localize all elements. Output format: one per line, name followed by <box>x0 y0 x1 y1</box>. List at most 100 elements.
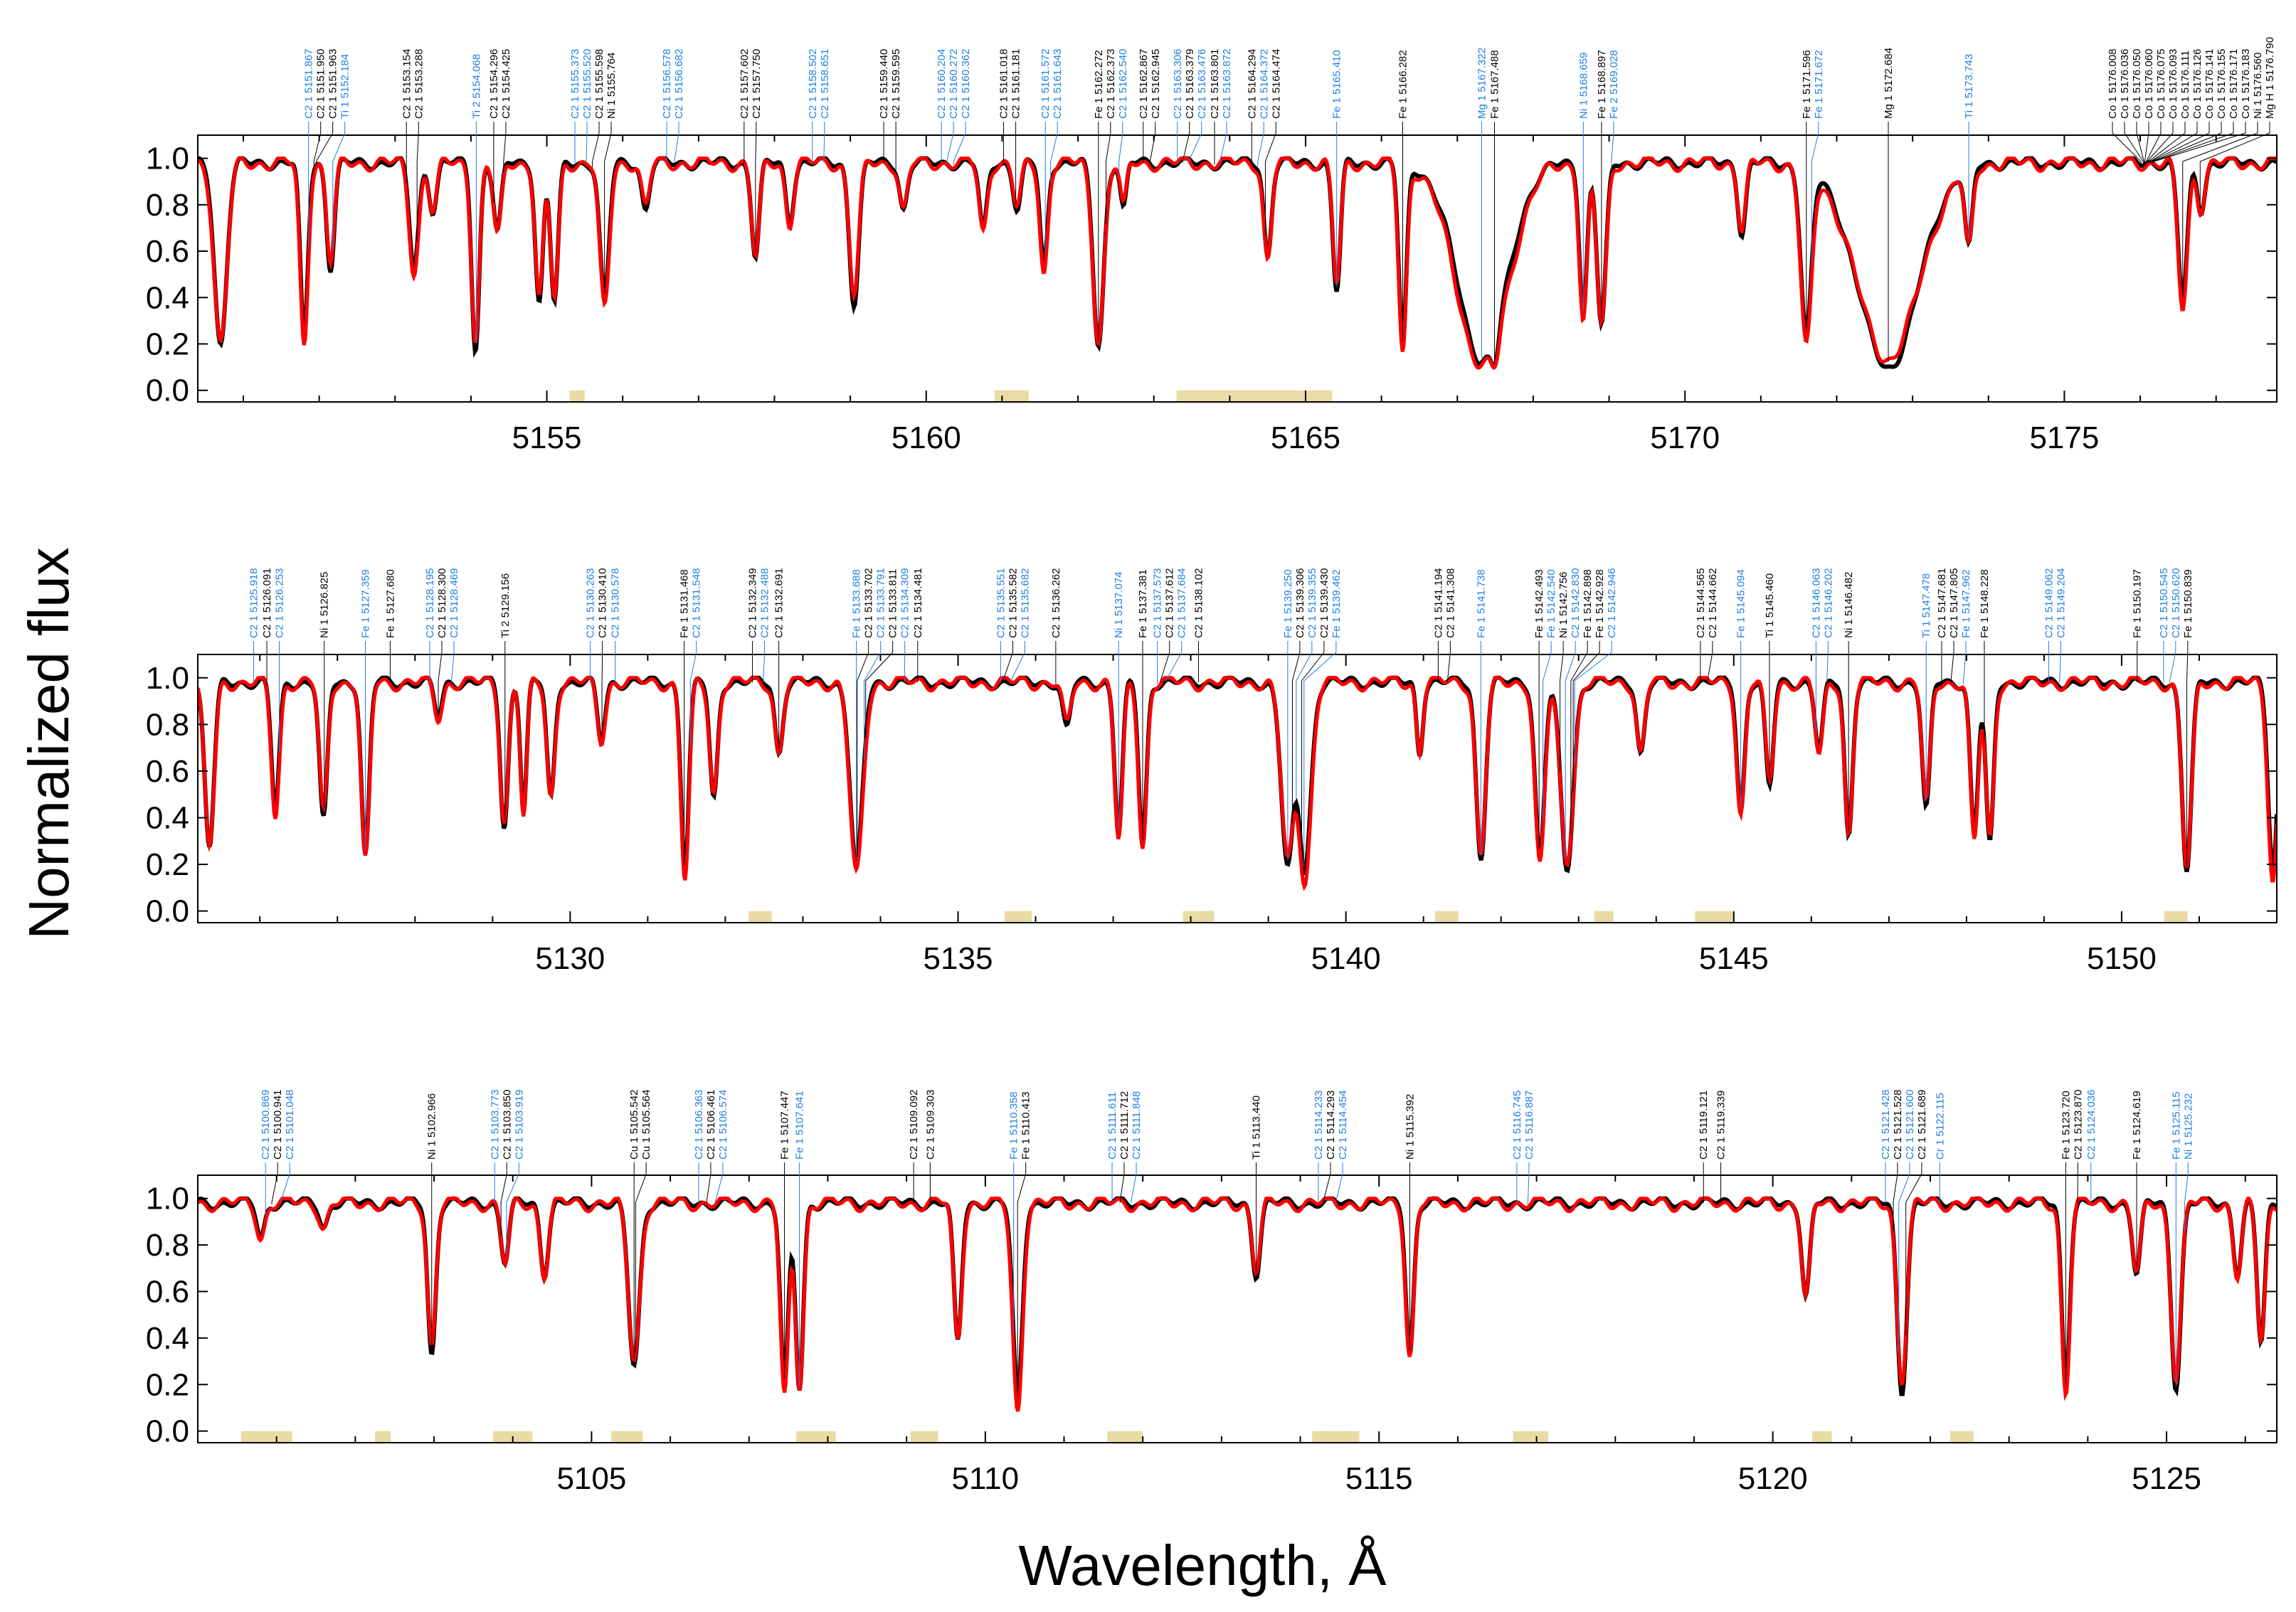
series-line-model <box>198 157 2277 370</box>
y-tick-label: 0.2 <box>146 1367 189 1402</box>
y-tick-label: 0.0 <box>146 1414 189 1449</box>
line-id-connector <box>1963 641 1967 684</box>
line-id-label: Co 1 5176.155 <box>2216 49 2228 119</box>
y-tick-label: 1.0 <box>146 1182 189 1216</box>
line-id-connector <box>864 641 882 761</box>
line-id-label: C2 1 5155.598 <box>593 49 605 119</box>
line-id-label: C2 1 5147.681 <box>1936 568 1948 638</box>
line-id-label: C2 1 5106.461 <box>705 1090 717 1160</box>
line-id-label: Ni 1 5126.825 <box>319 572 331 638</box>
line-id-connector <box>946 122 954 164</box>
line-id-label: C2 1 5101.048 <box>284 1090 296 1160</box>
line-id-label: C2 1 5130.410 <box>597 568 609 638</box>
line-id-label: Fe 1 5133.688 <box>851 569 863 638</box>
masked-region <box>1004 911 1032 923</box>
line-id-connector <box>592 122 600 168</box>
line-id-connector <box>601 641 603 737</box>
line-id-label: Ti 1 5147.478 <box>1920 573 1932 638</box>
line-id-label: Co 1 5176.075 <box>2155 49 2167 119</box>
x-tick-label: 5130 <box>535 941 605 976</box>
x-tick-label: 5175 <box>2029 420 2099 455</box>
line-id-label: C2 1 5109.092 <box>908 1090 920 1160</box>
line-id-label: C2 1 5163.476 <box>1196 49 1208 119</box>
line-id-connector <box>1905 1162 1922 1336</box>
line-id-label: Co 1 5176.183 <box>2240 49 2252 119</box>
y-tick-label: 0.4 <box>146 800 189 835</box>
line-id-label: C2 1 5126.091 <box>261 568 273 638</box>
line-id-label: Fe 1 5127.680 <box>384 569 396 638</box>
line-id-connector <box>2149 122 2198 164</box>
line-id-connector <box>1160 641 1170 683</box>
line-id-label: Fe 1 5171.672 <box>1813 50 1825 119</box>
line-id-label: Co 1 5176.008 <box>2107 49 2119 119</box>
line-id-label: C2 1 5136.262 <box>1050 568 1062 638</box>
line-id-label: C2 1 5119.339 <box>1715 1091 1728 1160</box>
line-id-label: Fe 1 5125.115 <box>2170 1091 2182 1160</box>
line-id-label: C2 1 5151.867 <box>303 49 315 119</box>
x-tick-label: 5160 <box>892 420 961 455</box>
line-id-label: C2 1 5123.870 <box>2072 1090 2084 1160</box>
line-id-connector <box>1303 641 1337 867</box>
line-id-label: C2 1 5161.181 <box>1010 49 1022 119</box>
line-id-label: C2 1 5132.349 <box>747 568 759 638</box>
line-id-connector <box>1219 122 1227 164</box>
line-id-label: C2 1 5141.308 <box>1444 568 1456 638</box>
masked-region <box>1811 1431 1832 1443</box>
line-id-connector <box>1165 641 1183 683</box>
line-id-label: C2 1 5142.946 <box>1606 568 1618 638</box>
line-id-label: Fe 1 5167.488 <box>1489 50 1501 119</box>
line-id-label: Co 1 5176.111 <box>2179 51 2191 119</box>
line-id-label: C2 1 5154.296 <box>488 49 500 119</box>
line-id-label: Fe 1 5142.493 <box>1533 569 1545 638</box>
line-id-connector <box>1560 641 1564 772</box>
line-id-label: C2 1 5135.582 <box>1007 568 1019 638</box>
line-id-connector <box>1565 641 1576 859</box>
line-id-label: C2 1 5150.620 <box>2170 568 2182 638</box>
line-id-label: Fe 2 5169.028 <box>1608 50 1620 119</box>
line-id-label: Co 1 5176.126 <box>2191 49 2204 119</box>
line-id-connector <box>1131 1162 1137 1204</box>
line-id-label: C2 1 5142.830 <box>1570 568 1582 638</box>
line-id-label: Co 1 5176.050 <box>2131 49 2143 119</box>
masked-region <box>1107 1431 1143 1443</box>
line-id-label: Fe 1 5150.197 <box>2132 569 2144 638</box>
line-id-connector <box>2186 641 2189 867</box>
line-id-label: Fe 1 5110.358 <box>1008 1091 1020 1160</box>
line-id-connector <box>2152 122 2222 164</box>
masked-region <box>1312 1431 1360 1443</box>
line-id-label: Fe 1 5137.381 <box>1137 569 1149 638</box>
line-id-label: C2 1 5160.362 <box>960 49 972 119</box>
x-tick-label: 5120 <box>1738 1461 1808 1496</box>
line-id-label: C2 1 5164.294 <box>1246 49 1258 119</box>
line-id-label: C2 1 5162.945 <box>1150 49 1162 119</box>
panel-top: 0.0 0.2 0.4 0.6 0.8 1.0 5155 5160 5165 5170 5175 C2… <box>146 37 2278 455</box>
masked-region <box>748 911 772 923</box>
line-id-label: Fe 1 5139.462 <box>1330 569 1343 638</box>
line-id-connector <box>1950 641 1954 683</box>
line-id-label: Cu 1 5105.542 <box>628 1090 640 1160</box>
line-id-connector <box>1611 122 1614 171</box>
x-tick-label: 5110 <box>952 1461 1020 1496</box>
line-id-label: Fe 1 5110.413 <box>1020 1091 1032 1160</box>
y-tick-label: 0.6 <box>146 754 189 789</box>
line-id-label: C2 1 5121.600 <box>1904 1090 1916 1160</box>
line-id-label: C2 1 5154.425 <box>500 49 512 119</box>
line-id-label: Ni 1 5142.756 <box>1557 572 1570 638</box>
line-id-label: C2 1 5134.309 <box>899 568 911 638</box>
x-tick-label: 5135 <box>924 941 993 976</box>
line-id-connector <box>500 1162 507 1236</box>
line-id-label: C2 1 5130.263 <box>585 568 597 638</box>
line-id-connector <box>1446 641 1451 683</box>
line-id-label: Co 1 5176.093 <box>2167 49 2179 119</box>
line-id-label: C2 1 5141.194 <box>1432 568 1444 638</box>
line-id-connector <box>823 122 825 164</box>
x-axis-title: Wavelength, Å <box>1018 1534 1387 1597</box>
x-tick-label: 5150 <box>2087 941 2157 976</box>
line-id-connector <box>2169 641 2176 683</box>
masked-region <box>569 390 585 402</box>
line-id-label: C2 1 5147.805 <box>1948 568 1960 638</box>
line-id-connector <box>1527 1162 1530 1205</box>
line-id-label: C2 1 5146.202 <box>1822 568 1834 638</box>
line-id-label: C2 1 5116.745 <box>1511 1091 1523 1160</box>
